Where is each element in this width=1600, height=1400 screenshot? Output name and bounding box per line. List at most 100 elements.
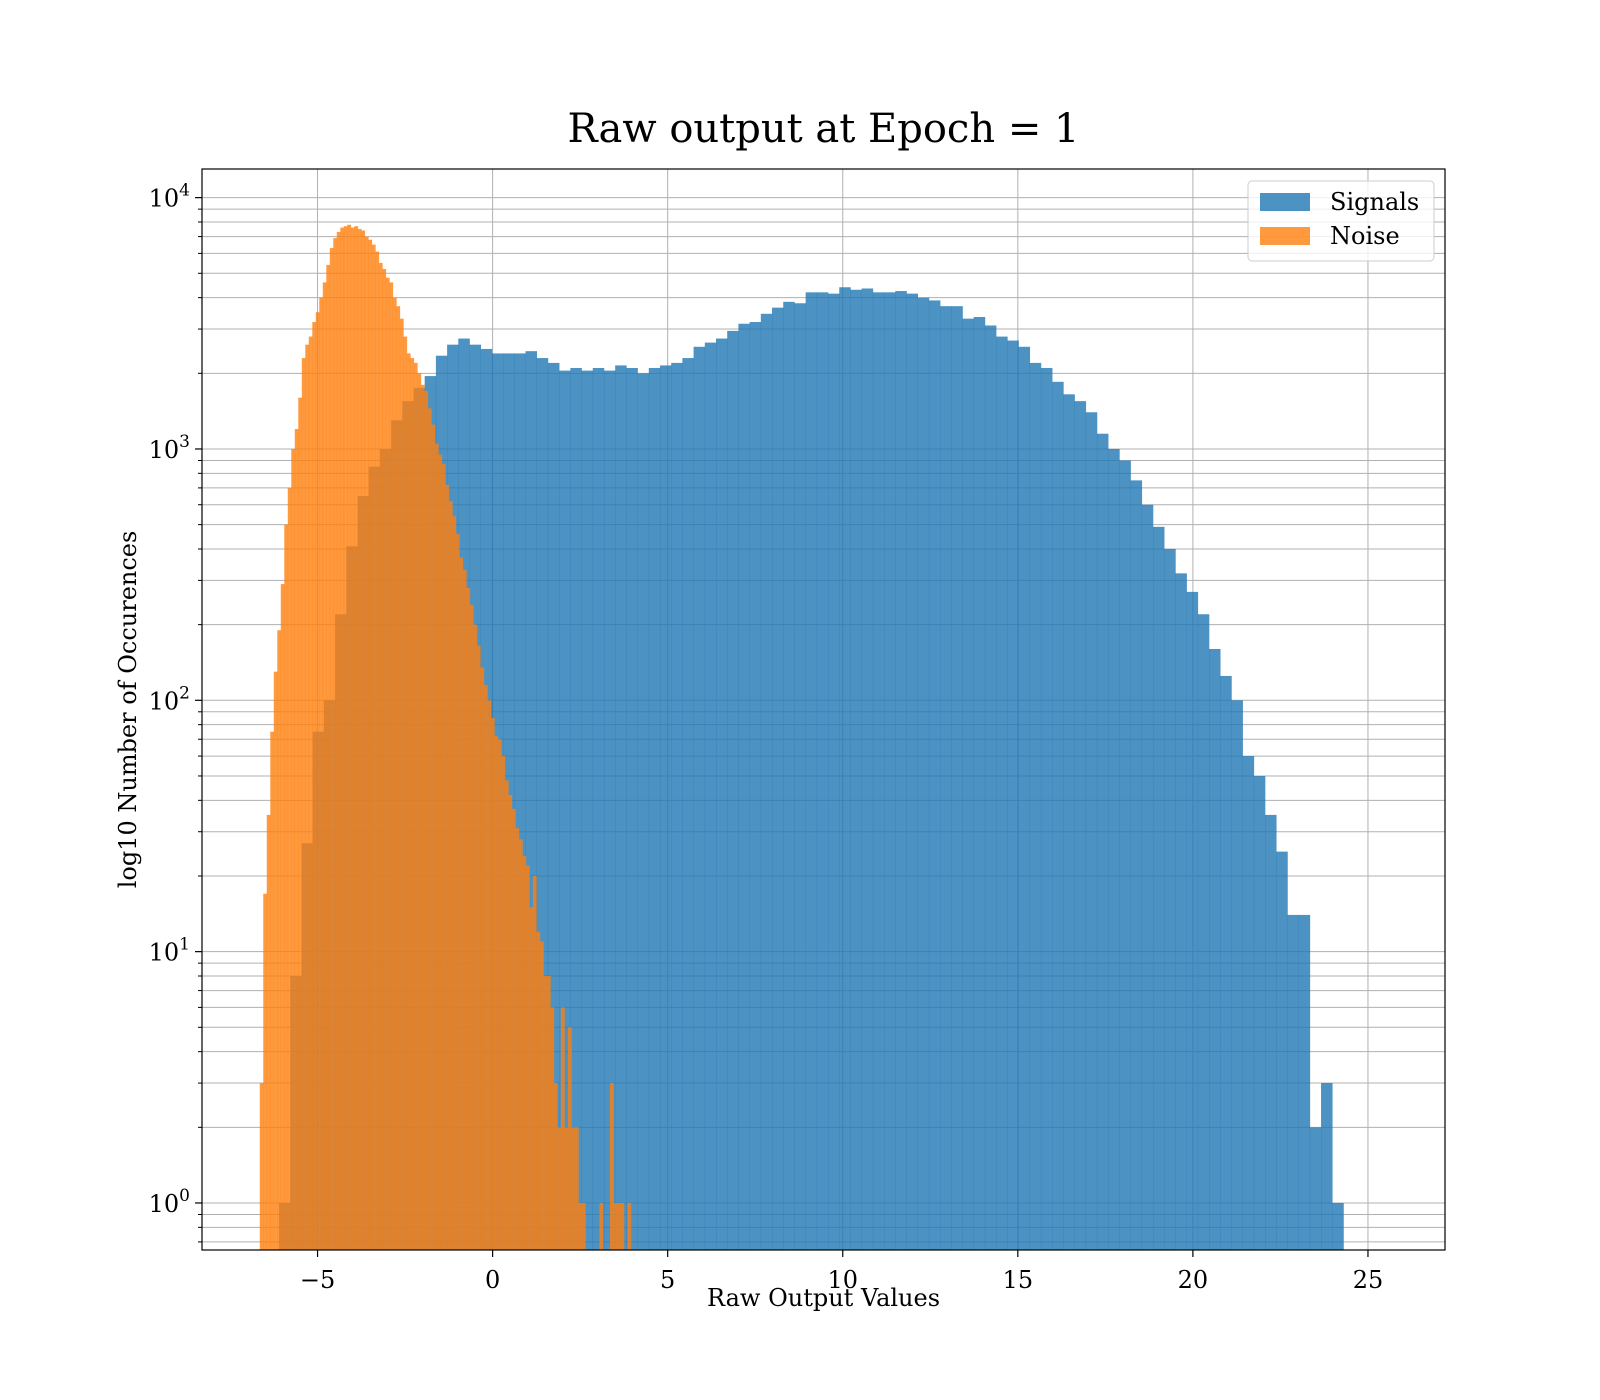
noise-bar [410,358,415,1250]
signals-bar [1018,346,1031,1250]
signals-bar [828,293,840,1250]
signals-bar [1309,1127,1322,1250]
noise-bar [413,362,418,1250]
chart-title: Raw output at Epoch = 1 [568,106,1080,152]
signals-bar [1276,851,1288,1250]
signals-bar [603,370,616,1250]
noise-bar [494,736,499,1250]
noise-bar [431,424,436,1250]
signals-bar [816,292,829,1250]
signals-bar [1029,362,1042,1250]
noise-bar [375,251,380,1250]
noise-bar [501,756,506,1250]
noise-bar [522,856,527,1250]
noise-bar [508,794,513,1250]
noise-bar [399,318,404,1250]
noise-bar [389,282,394,1250]
signals-bar [716,338,728,1250]
noise-bar [627,1202,632,1250]
signals-bar [850,289,862,1250]
noise-bar [532,875,537,1250]
signals-bar [1321,1083,1333,1250]
signals-bar [570,367,582,1250]
noise-bar [392,297,397,1250]
noise-bar [406,353,411,1250]
noise-bar [350,227,355,1250]
legend-swatch-noise [1260,227,1310,245]
signals-bar [1265,814,1277,1250]
bars-layer [259,224,1344,1250]
signals-bar [917,297,930,1250]
signals-bar [884,292,896,1250]
signals-bar [536,358,549,1250]
noise-bar [294,429,299,1250]
signals-bar [1298,914,1311,1250]
noise-bar [382,269,387,1250]
noise-bar [301,358,306,1250]
y-tick-exponent: 2 [179,683,190,703]
signals-bar [1007,340,1019,1250]
x-tick-label: 25 [1353,1266,1384,1294]
noise-bar [504,780,509,1250]
noise-bar [497,739,502,1250]
signals-bar [1108,448,1120,1250]
signals-bar [626,367,638,1250]
signals-bar [772,307,784,1250]
noise-bar [361,230,366,1250]
noise-bar [620,1202,625,1250]
signals-bar [1040,367,1053,1250]
signals-bar [895,291,907,1250]
noise-bar [336,231,341,1250]
noise-bar [322,282,327,1250]
noise-bar [357,229,362,1250]
noise-bar [263,893,268,1250]
noise-bar [459,557,464,1250]
legend-label-noise: Noise [1330,222,1400,250]
signals-bar [592,367,605,1250]
signals-bar [693,346,706,1250]
noise-bar [480,667,485,1250]
signals-bar [581,370,594,1250]
noise-bar [515,828,520,1250]
noise-bar [291,448,296,1250]
signals-bar [1209,649,1221,1250]
noise-bar [455,533,460,1250]
noise-bar [364,236,369,1250]
signals-bar [940,306,952,1250]
noise-bar [490,718,495,1250]
noise-bar [438,454,443,1250]
signals-bar [1175,573,1187,1250]
y-axis-label: log10 Number of Occurences [114,531,142,889]
noise-bar [441,464,446,1250]
noise-bar [368,239,373,1250]
noise-bar [466,587,471,1250]
signals-bar [984,325,997,1250]
legend-label-signals: Signals [1330,188,1419,216]
noise-bar [371,244,376,1250]
noise-bar [476,645,481,1250]
y-tick-label: 102 [149,683,190,715]
y-tick-exponent: 0 [179,1186,190,1206]
noise-bar [333,238,338,1250]
x-tick-label: −5 [300,1266,335,1294]
signals-bar [1220,675,1232,1250]
signals-bar [704,342,717,1250]
noise-bar [557,1127,562,1250]
signals-bar [749,322,762,1250]
signals-bar [1253,775,1266,1250]
noise-bar [613,1202,618,1250]
noise-bar [536,931,541,1250]
signals-bar [1052,381,1064,1250]
noise-bar [553,1083,558,1250]
noise-bar [308,336,313,1250]
noise-bar [259,1083,264,1250]
noise-bar [462,569,467,1250]
noise-bar [280,584,285,1250]
signals-bar [671,362,683,1250]
x-tick-label: 15 [1003,1266,1034,1294]
noise-bar [487,700,492,1250]
noise-bar [385,277,390,1250]
signals-bar [1119,460,1131,1250]
signals-bar [525,351,538,1250]
